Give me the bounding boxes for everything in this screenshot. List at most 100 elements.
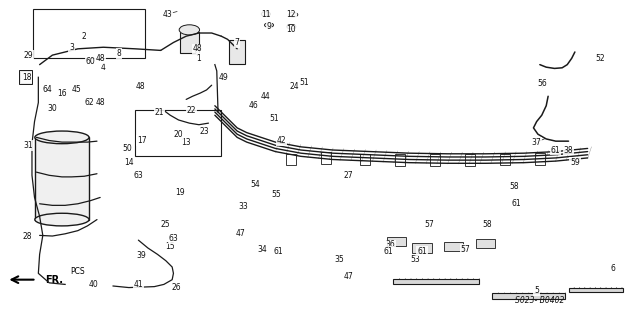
Text: 8: 8 — [117, 49, 122, 58]
Text: 53: 53 — [411, 255, 420, 263]
Bar — [429, 154, 440, 166]
Text: 3: 3 — [69, 43, 74, 52]
Text: 44: 44 — [261, 92, 271, 101]
Text: 51: 51 — [300, 78, 309, 86]
Text: 12: 12 — [287, 10, 296, 19]
Text: 63: 63 — [134, 171, 143, 180]
Text: 48: 48 — [95, 98, 105, 107]
Text: 21: 21 — [155, 108, 164, 116]
Text: FR.: FR. — [45, 275, 63, 285]
Text: 37: 37 — [532, 137, 541, 147]
Text: 18: 18 — [22, 73, 31, 82]
Text: 5: 5 — [534, 286, 539, 295]
Bar — [492, 293, 565, 299]
Circle shape — [289, 12, 298, 17]
Text: 48: 48 — [193, 44, 202, 53]
Text: 52: 52 — [596, 54, 605, 63]
Text: 46: 46 — [248, 101, 258, 110]
Text: 13: 13 — [181, 137, 191, 147]
Text: 33: 33 — [239, 203, 248, 211]
Text: 49: 49 — [218, 73, 228, 82]
Text: 47: 47 — [344, 272, 353, 281]
Text: 61: 61 — [274, 247, 284, 256]
Bar — [135, 110, 221, 156]
Bar — [33, 9, 145, 58]
Text: 27: 27 — [344, 171, 353, 180]
Bar — [476, 239, 495, 248]
Bar — [387, 237, 406, 247]
Text: 4: 4 — [101, 63, 106, 72]
Bar — [321, 152, 332, 164]
Text: 60: 60 — [86, 57, 95, 66]
Text: PCS: PCS — [70, 267, 85, 276]
Text: 45: 45 — [72, 85, 81, 94]
Text: 56: 56 — [537, 79, 547, 88]
Text: 16: 16 — [57, 89, 67, 98]
Ellipse shape — [35, 131, 89, 144]
Text: 59: 59 — [570, 158, 580, 167]
Text: 7: 7 — [235, 38, 239, 47]
Text: 36: 36 — [385, 241, 395, 249]
Text: 20: 20 — [173, 130, 183, 139]
Text: 48: 48 — [95, 54, 105, 63]
Text: 47: 47 — [236, 229, 245, 238]
Text: 14: 14 — [124, 158, 134, 167]
Circle shape — [179, 25, 200, 35]
Text: 57: 57 — [425, 220, 435, 229]
Bar — [286, 154, 296, 165]
Text: 57: 57 — [460, 245, 470, 254]
Ellipse shape — [35, 213, 89, 226]
Bar — [229, 40, 245, 64]
Text: 15: 15 — [166, 242, 175, 251]
Text: 63: 63 — [168, 234, 179, 243]
Bar — [35, 137, 89, 219]
Text: 61: 61 — [551, 145, 561, 154]
Bar — [19, 70, 32, 85]
Text: 43: 43 — [162, 10, 172, 19]
Bar — [412, 243, 431, 253]
Text: 19: 19 — [175, 188, 184, 197]
Bar — [180, 32, 199, 53]
Text: 23: 23 — [199, 127, 209, 136]
Text: 64: 64 — [42, 85, 52, 94]
Circle shape — [264, 23, 274, 27]
Text: 9: 9 — [267, 22, 271, 31]
Text: 55: 55 — [272, 190, 282, 199]
Bar — [568, 287, 623, 292]
Text: 51: 51 — [269, 114, 279, 123]
Text: 34: 34 — [258, 245, 268, 254]
Text: 58: 58 — [509, 182, 519, 191]
Bar — [394, 154, 404, 166]
Text: 2: 2 — [82, 32, 86, 41]
Text: 61: 61 — [417, 247, 427, 256]
Text: 11: 11 — [261, 10, 271, 19]
Bar — [444, 242, 463, 251]
Circle shape — [287, 25, 296, 29]
Bar — [465, 154, 475, 166]
Bar — [535, 153, 545, 165]
Text: 54: 54 — [250, 180, 260, 189]
Text: 42: 42 — [277, 136, 287, 145]
Bar — [394, 279, 479, 285]
Text: 61: 61 — [383, 247, 393, 256]
Text: 1: 1 — [196, 54, 202, 63]
Text: 22: 22 — [186, 106, 196, 115]
Text: 62: 62 — [84, 98, 94, 107]
Text: 39: 39 — [137, 251, 147, 260]
Bar — [500, 154, 510, 165]
Text: 28: 28 — [22, 233, 31, 241]
Text: 29: 29 — [23, 51, 33, 60]
Text: 58: 58 — [482, 220, 492, 229]
Text: 6: 6 — [611, 264, 616, 273]
Text: 17: 17 — [137, 136, 147, 145]
Bar — [360, 154, 370, 165]
Text: 48: 48 — [136, 82, 145, 91]
Text: 10: 10 — [287, 25, 296, 34]
Text: 31: 31 — [23, 141, 33, 150]
Text: S023- B0402: S023- B0402 — [515, 296, 564, 305]
Text: 40: 40 — [89, 280, 99, 289]
Text: 35: 35 — [334, 255, 344, 263]
Text: 26: 26 — [172, 283, 181, 292]
Text: 50: 50 — [123, 144, 132, 153]
Text: 25: 25 — [161, 220, 171, 229]
